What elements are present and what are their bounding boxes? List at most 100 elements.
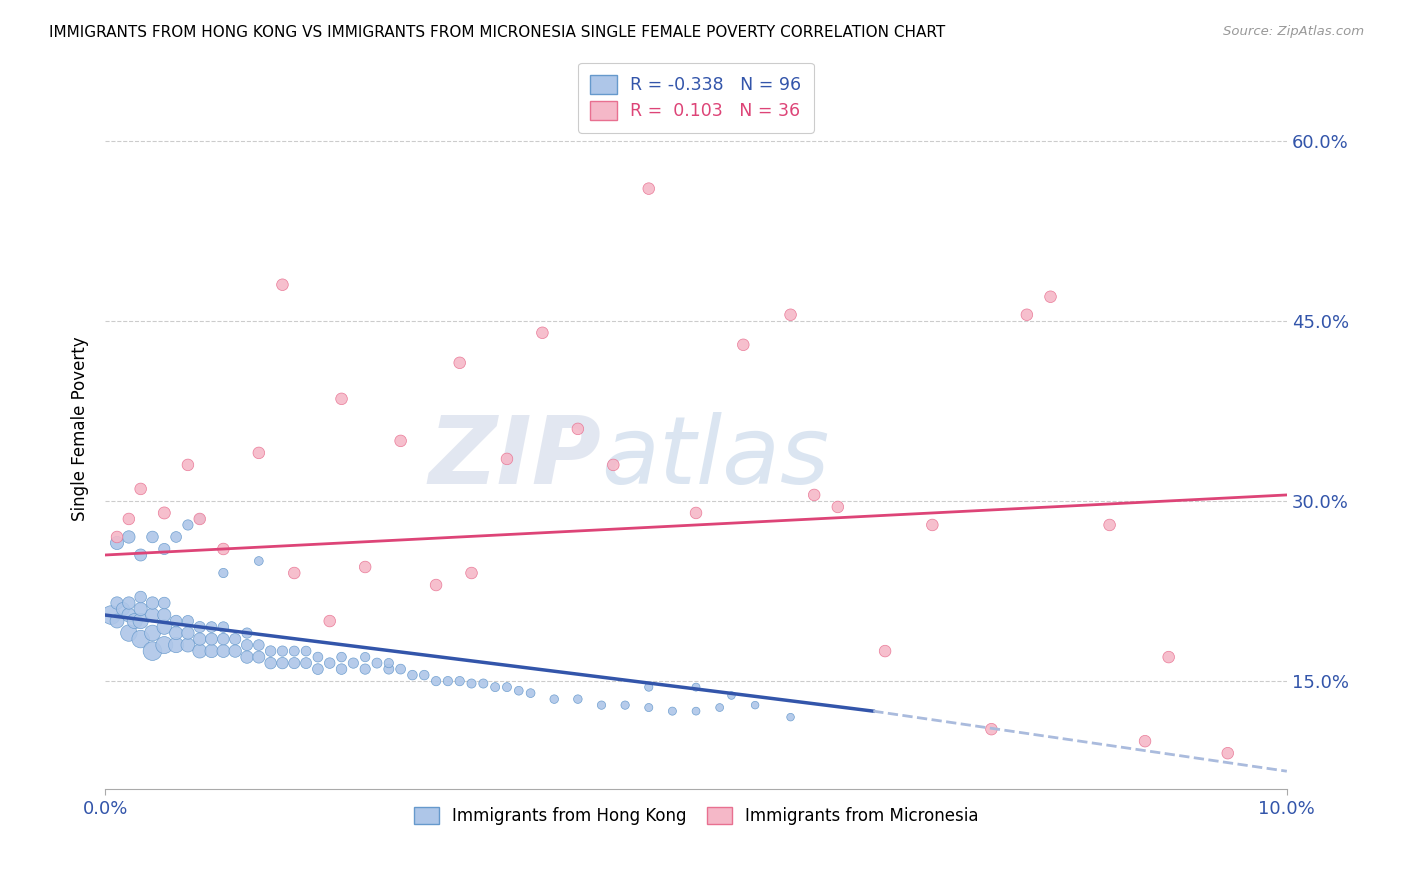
Point xyxy=(129,482,152,496)
Point xyxy=(188,620,211,634)
Point xyxy=(803,488,825,502)
Point xyxy=(236,626,259,640)
Point xyxy=(366,656,388,670)
Point xyxy=(153,608,176,623)
Point xyxy=(637,700,659,714)
Point xyxy=(378,662,401,676)
Point xyxy=(188,632,211,646)
Point xyxy=(247,650,270,665)
Point xyxy=(472,676,495,690)
Point xyxy=(153,620,176,634)
Point xyxy=(111,602,134,616)
Point xyxy=(875,644,897,658)
Point xyxy=(236,638,259,652)
Point xyxy=(165,626,187,640)
Point xyxy=(319,614,342,628)
Point xyxy=(200,620,222,634)
Point xyxy=(531,326,554,340)
Point xyxy=(496,680,519,694)
Text: ZIP: ZIP xyxy=(429,412,602,504)
Point xyxy=(354,662,377,676)
Point xyxy=(330,650,353,665)
Point xyxy=(236,650,259,665)
Point xyxy=(543,692,565,706)
Text: atlas: atlas xyxy=(602,412,830,503)
Point xyxy=(779,308,801,322)
Point xyxy=(460,566,482,580)
Point xyxy=(496,451,519,466)
Point xyxy=(212,644,235,658)
Point xyxy=(100,608,122,623)
Point xyxy=(319,656,342,670)
Point xyxy=(1098,518,1121,533)
Point xyxy=(177,638,200,652)
Point xyxy=(271,277,294,292)
Point xyxy=(685,680,707,694)
Point xyxy=(188,644,211,658)
Point xyxy=(129,590,152,604)
Text: IMMIGRANTS FROM HONG KONG VS IMMIGRANTS FROM MICRONESIA SINGLE FEMALE POVERTY CO: IMMIGRANTS FROM HONG KONG VS IMMIGRANTS … xyxy=(49,25,945,40)
Point xyxy=(378,656,401,670)
Point xyxy=(1015,308,1038,322)
Point xyxy=(118,530,141,544)
Point xyxy=(389,662,412,676)
Point xyxy=(307,650,329,665)
Point xyxy=(124,614,146,628)
Point xyxy=(177,458,200,472)
Point xyxy=(460,676,482,690)
Point xyxy=(295,656,318,670)
Point xyxy=(283,656,305,670)
Point xyxy=(247,638,270,652)
Text: Source: ZipAtlas.com: Source: ZipAtlas.com xyxy=(1223,25,1364,38)
Point xyxy=(200,644,222,658)
Point xyxy=(437,674,460,689)
Point xyxy=(118,512,141,526)
Point xyxy=(342,656,364,670)
Y-axis label: Single Female Poverty: Single Female Poverty xyxy=(72,336,89,521)
Point xyxy=(602,458,624,472)
Point xyxy=(295,644,318,658)
Point xyxy=(1157,650,1180,665)
Point xyxy=(247,554,270,568)
Point xyxy=(247,446,270,460)
Point xyxy=(283,566,305,580)
Point xyxy=(177,614,200,628)
Point xyxy=(141,530,163,544)
Point xyxy=(188,512,211,526)
Point xyxy=(105,536,128,550)
Point xyxy=(685,704,707,718)
Point xyxy=(307,662,329,676)
Point xyxy=(165,638,187,652)
Point xyxy=(827,500,849,514)
Point xyxy=(224,632,246,646)
Point xyxy=(449,674,471,689)
Point xyxy=(508,683,530,698)
Point xyxy=(733,338,755,352)
Point xyxy=(212,632,235,646)
Point xyxy=(212,620,235,634)
Point xyxy=(591,698,613,713)
Point xyxy=(637,680,659,694)
Point xyxy=(389,434,412,448)
Point xyxy=(519,686,541,700)
Point xyxy=(129,602,152,616)
Point xyxy=(567,692,589,706)
Point xyxy=(425,578,447,592)
Point xyxy=(165,530,187,544)
Point xyxy=(105,614,128,628)
Point xyxy=(1133,734,1156,748)
Point xyxy=(271,656,294,670)
Point xyxy=(720,689,742,703)
Point xyxy=(118,626,141,640)
Point xyxy=(105,530,128,544)
Point xyxy=(212,566,235,580)
Point xyxy=(685,506,707,520)
Point xyxy=(921,518,943,533)
Point xyxy=(354,650,377,665)
Point xyxy=(141,596,163,610)
Point xyxy=(129,548,152,562)
Point xyxy=(153,506,176,520)
Point xyxy=(177,626,200,640)
Point xyxy=(118,596,141,610)
Point xyxy=(129,614,152,628)
